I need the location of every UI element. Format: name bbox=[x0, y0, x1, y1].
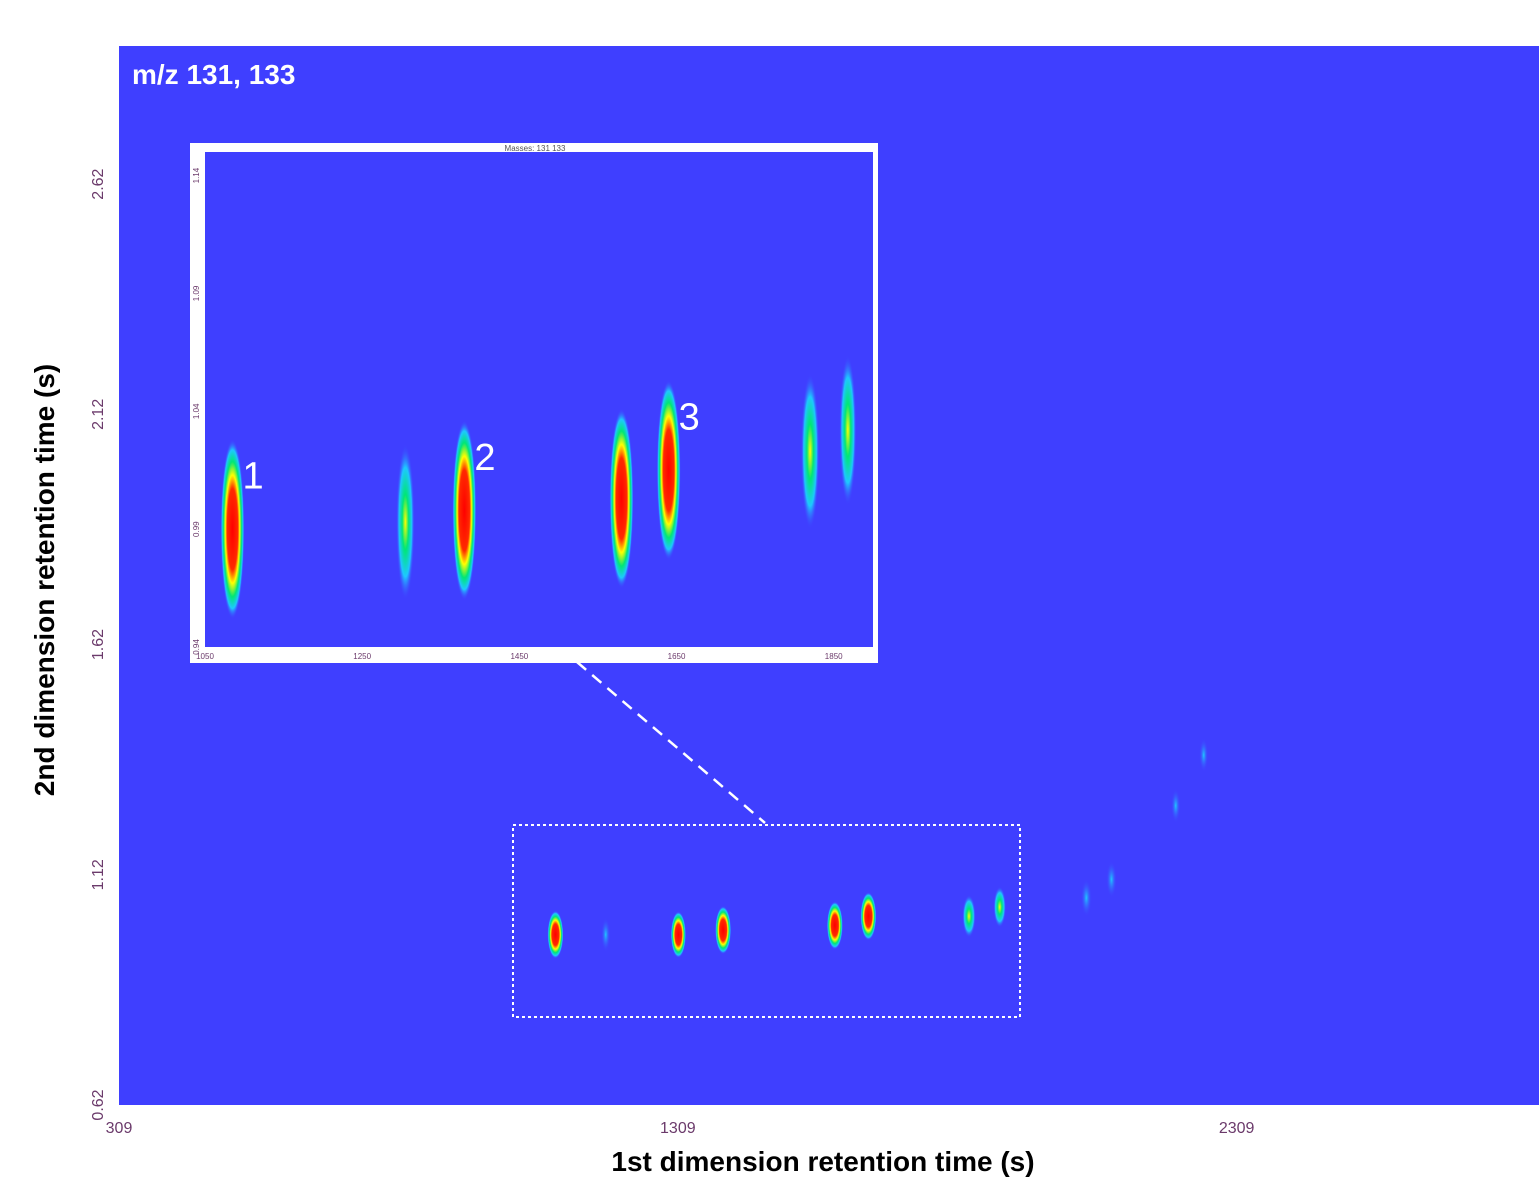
inset-x-tick-label: 1250 bbox=[353, 652, 371, 661]
main-peaks-layer bbox=[547, 738, 1209, 959]
inset-peak-2 bbox=[396, 444, 415, 601]
y-tick-label: 1.62 bbox=[90, 629, 107, 660]
y-axis-title: 2nd dimension retention time (s) bbox=[29, 364, 60, 796]
inset-x-tick-label: 1050 bbox=[196, 652, 214, 661]
x-tick-label: 1309 bbox=[660, 1120, 696, 1137]
main-peak-9 bbox=[1080, 879, 1092, 917]
inset-title: Masses: 131 133 bbox=[505, 144, 566, 153]
main-peak-2 bbox=[601, 917, 611, 952]
inset-y-tick-label: 1.04 bbox=[192, 403, 201, 419]
x-tick-label: 2309 bbox=[1219, 1120, 1255, 1137]
inset-peaks-layer bbox=[220, 355, 857, 620]
inset-y-axis-ticks: 0.94 0.99 1.04 1.09 1.14 bbox=[192, 167, 201, 655]
main-peak-3 bbox=[670, 911, 686, 958]
inset-x-axis-ticks: 1050 1250 1450 1650 1850 bbox=[196, 652, 843, 661]
inset-plot-area bbox=[205, 152, 873, 647]
y-tick-label: 1.12 bbox=[90, 859, 107, 890]
main-peak-10 bbox=[1106, 860, 1117, 898]
x-tick-label: 309 bbox=[106, 1120, 133, 1137]
main-peak-5 bbox=[826, 901, 843, 950]
main-peak-12 bbox=[1199, 738, 1209, 773]
inset-peak-6 bbox=[800, 373, 820, 530]
zoom-region-box bbox=[512, 824, 1021, 1018]
peak-label-1: 1 bbox=[243, 456, 264, 498]
inset-peak-5 bbox=[656, 380, 681, 561]
main-peak-6 bbox=[860, 892, 877, 941]
inset-peak-1 bbox=[220, 439, 245, 620]
peak-label-3: 3 bbox=[679, 397, 700, 439]
y-tick-label: 2.62 bbox=[90, 168, 107, 199]
inset-peak-4 bbox=[609, 408, 634, 589]
zoom-connector-line bbox=[576, 661, 766, 824]
inset-y-tick-label: 0.94 bbox=[192, 639, 201, 655]
x-axis-title: 1st dimension retention time (s) bbox=[611, 1146, 1034, 1177]
inset-x-tick-label: 1850 bbox=[825, 652, 843, 661]
peak-label-2: 2 bbox=[474, 437, 495, 479]
x-axis-ticks: 309 1309 2309 bbox=[106, 1120, 1255, 1137]
inset-plot: Masses: 131 133 1050 1250 1450 1650 1850 0.9… bbox=[190, 143, 878, 663]
inset-peak-labels: 1 2 3 bbox=[243, 397, 700, 498]
inset-peak-7 bbox=[839, 355, 857, 506]
y-tick-label: 0.62 bbox=[90, 1089, 107, 1120]
main-peak-11 bbox=[1171, 788, 1181, 823]
y-tick-label: 2.12 bbox=[90, 399, 107, 430]
inset-x-tick-label: 1450 bbox=[510, 652, 528, 661]
inset-x-tick-label: 1650 bbox=[668, 652, 686, 661]
mass-label: m/z 131, 133 bbox=[132, 59, 295, 90]
main-peak-8 bbox=[993, 886, 1006, 928]
main-peak-7 bbox=[962, 895, 976, 938]
main-peak-4 bbox=[715, 906, 732, 955]
inset-y-tick-label: 1.09 bbox=[192, 285, 201, 301]
main-peak-1 bbox=[547, 910, 564, 959]
inset-peak-3 bbox=[452, 420, 477, 601]
inset-y-tick-label: 0.99 bbox=[192, 521, 201, 537]
inset-y-tick-label: 1.14 bbox=[192, 167, 201, 183]
y-axis-ticks: 0.62 1.12 1.62 2.12 2.62 bbox=[90, 168, 107, 1120]
